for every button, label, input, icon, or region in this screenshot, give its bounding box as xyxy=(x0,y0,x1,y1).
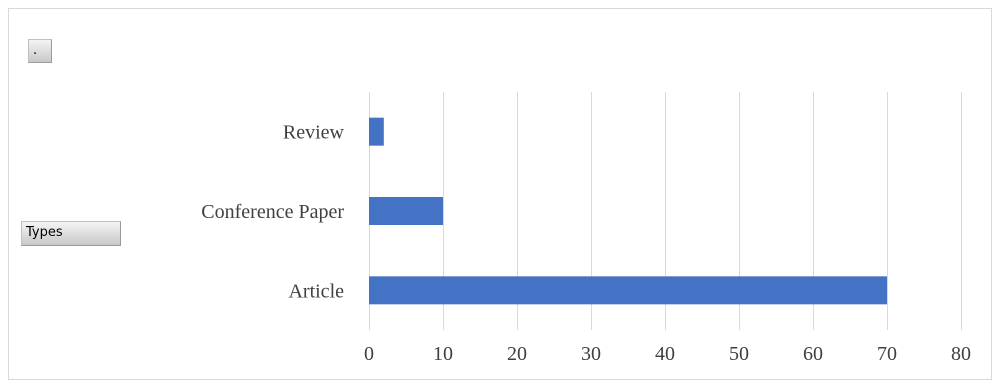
bar-article xyxy=(369,276,887,305)
category-label: Article xyxy=(288,280,344,302)
bar-review xyxy=(369,117,384,146)
bar-conference-paper xyxy=(369,197,443,225)
x-tick-label: 10 xyxy=(433,343,453,365)
x-tick-label: 30 xyxy=(581,343,601,365)
x-tick-label: 50 xyxy=(729,343,749,365)
x-tick-label: 80 xyxy=(951,343,971,365)
x-tick-label: 60 xyxy=(803,343,823,365)
chart-area xyxy=(8,8,992,380)
bars xyxy=(369,117,887,305)
filter-field-button[interactable]: . xyxy=(28,39,52,63)
x-tick-label: 40 xyxy=(655,343,675,365)
category-label: Conference Paper xyxy=(201,201,344,223)
category-label: Review xyxy=(283,122,345,144)
category-labels: Review Conference Paper Article xyxy=(201,122,344,303)
x-tick-label: 0 xyxy=(364,343,374,365)
x-tick-label: 70 xyxy=(877,343,897,365)
x-tick-label: 20 xyxy=(507,343,527,365)
row-field-button[interactable]: Types xyxy=(21,221,121,246)
x-tick-labels: 0 10 20 30 40 50 60 70 80 xyxy=(364,343,971,365)
